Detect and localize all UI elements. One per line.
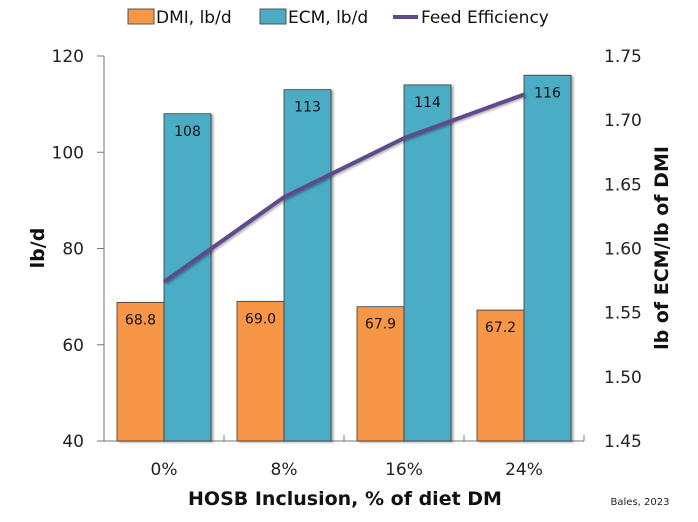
bar-dmi <box>356 306 405 442</box>
y-tick-label: 40 <box>62 432 84 452</box>
y-tick-label: 80 <box>62 240 84 260</box>
y2-tick-label: 1.70 <box>604 111 642 131</box>
data-label-dmi: 68.8 <box>125 312 156 328</box>
legend-swatch-ecm <box>259 8 287 25</box>
x-tick-label: 8% <box>271 460 298 480</box>
legend-label-feed-efficiency: Feed Efficiency <box>421 8 549 28</box>
x-tick-label: 24% <box>505 460 543 480</box>
data-label-dmi: 67.9 <box>365 317 396 333</box>
y-axis-title: lb/d <box>27 228 49 269</box>
bar-ecm <box>523 74 572 442</box>
bar-ecm <box>403 84 452 442</box>
y2-tick-label: 1.75 <box>604 47 642 67</box>
x-tick-label: 16% <box>385 460 423 480</box>
bar-dmi <box>236 301 285 442</box>
data-label-ecm: 113 <box>294 100 321 116</box>
x-tick-label: 0% <box>151 460 178 480</box>
data-label-dmi: 69.0 <box>245 311 276 327</box>
y2-tick-label: 1.50 <box>604 368 642 388</box>
y-tick-label: 100 <box>52 143 84 163</box>
y-tick-label: 120 <box>52 47 84 67</box>
y2-tick-label: 1.45 <box>604 432 642 452</box>
axes: 40 60 80 100 120 1.45 1.50 1.55 1.60 1.65 1.70 1.75… <box>52 47 642 480</box>
bar-ecm <box>283 89 332 442</box>
legend-label-dmi: DMI, lb/d <box>156 8 232 28</box>
bars <box>116 74 572 442</box>
bar-dmi <box>116 301 165 442</box>
legend-swatch-dmi <box>127 8 155 25</box>
bar-dmi <box>476 309 525 442</box>
y-tick-label: 60 <box>62 336 84 356</box>
data-label-ecm: 116 <box>534 85 561 101</box>
y2-tick-label: 1.65 <box>604 175 642 195</box>
y2-tick-label: 1.60 <box>604 240 642 260</box>
legend: DMI, lb/d ECM, lb/d Feed Efficiency <box>127 8 549 28</box>
line-layer <box>162 92 525 284</box>
line-feed-efficiency <box>162 92 525 284</box>
source-note: Bales, 2023 <box>611 497 670 508</box>
y2-tick-label: 1.55 <box>604 304 642 324</box>
x-axis-title: HOSB Inclusion, % of diet DM <box>188 488 502 510</box>
data-labels: 68.8 69.0 67.9 67.2 108 113 114 116 <box>125 85 561 336</box>
legend-label-ecm: ECM, lb/d <box>288 8 368 28</box>
data-label-ecm: 114 <box>414 95 441 111</box>
y2-axis-title: lb of ECM/lb of DMI <box>651 146 673 350</box>
data-label-dmi: 67.2 <box>485 320 516 336</box>
data-label-ecm: 108 <box>174 124 201 140</box>
